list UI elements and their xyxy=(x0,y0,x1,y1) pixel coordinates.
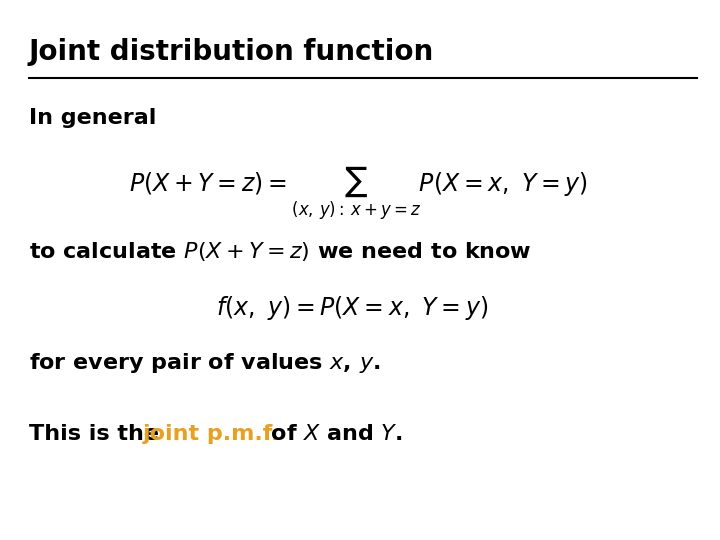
Text: In general: In general xyxy=(29,108,156,128)
Text: of $X$ and $Y$.: of $X$ and $Y$. xyxy=(263,424,402,444)
Text: $P(X + Y = z) = \sum_{(x,\, y):\, x+y=z} P(X = x,\ Y = y)$: $P(X + Y = z) = \sum_{(x,\, y):\, x+y=z}… xyxy=(130,165,588,223)
Text: This is the: This is the xyxy=(29,424,166,444)
Text: joint p.m.f.: joint p.m.f. xyxy=(143,424,280,444)
Text: to calculate $P(X + Y = z)$ we need to know: to calculate $P(X + Y = z)$ we need to k… xyxy=(29,240,531,264)
Text: for every pair of values $x$, $y$.: for every pair of values $x$, $y$. xyxy=(29,351,380,375)
Text: $f(x,\ y) = P(X = x,\ Y = y)$: $f(x,\ y) = P(X = x,\ Y = y)$ xyxy=(215,294,488,322)
Text: Joint distribution function: Joint distribution function xyxy=(29,38,434,66)
